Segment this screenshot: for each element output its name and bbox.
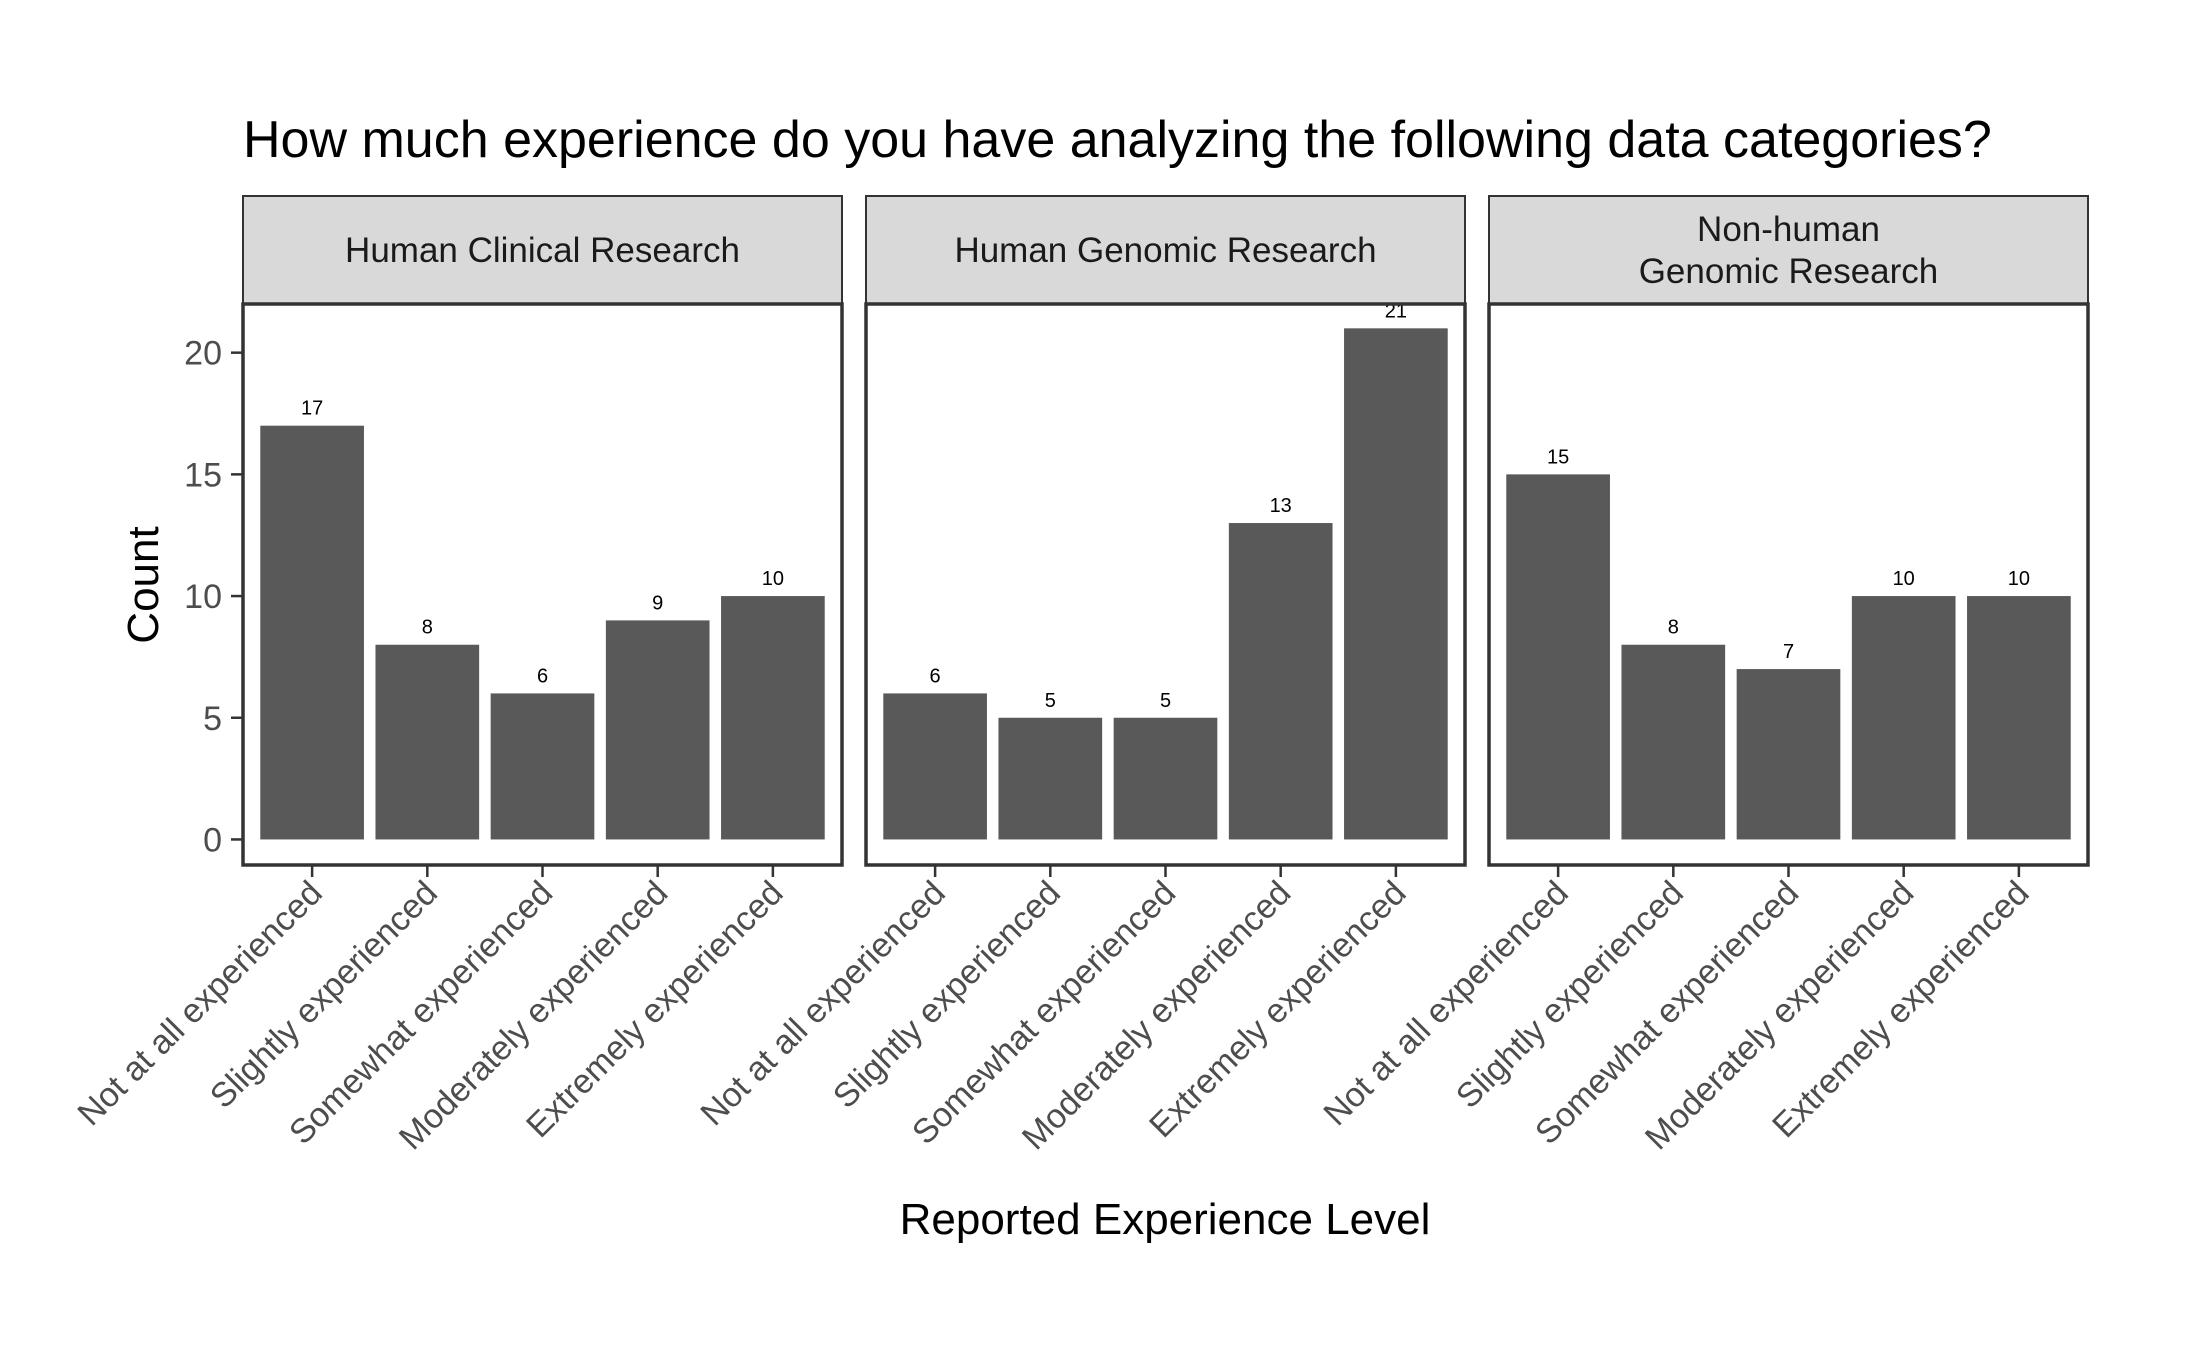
bar	[375, 644, 480, 840]
bar	[1506, 474, 1610, 840]
bar-value-label: 21	[1385, 300, 1407, 322]
bar	[1621, 644, 1726, 840]
bar	[721, 596, 825, 840]
bar	[490, 693, 595, 840]
facet-strip-label: Human Clinical Research	[345, 231, 740, 270]
facet-strip	[1488, 195, 2089, 305]
facet-strip	[242, 195, 843, 305]
facet-strip	[865, 195, 1466, 305]
y-tick-label: 0	[203, 821, 222, 859]
bar	[605, 620, 710, 840]
y-tick-label: 5	[203, 700, 222, 738]
bar-value-label: 10	[762, 568, 784, 590]
bar	[1113, 717, 1218, 840]
bar-value-label: 7	[1783, 641, 1794, 663]
facet-strip-label: Genomic Research	[1639, 252, 1939, 291]
x-tick-label: Slightly experienced	[826, 874, 1068, 1116]
x-tick-label: Slightly experienced	[1449, 874, 1691, 1116]
bar-value-label: 8	[422, 617, 433, 639]
bar	[260, 425, 364, 840]
y-axis: 0 5 10 15 20	[184, 335, 243, 859]
bar	[998, 717, 1103, 840]
bar	[1344, 328, 1448, 840]
bar	[1967, 596, 2071, 840]
bar-value-label: 9	[652, 592, 663, 614]
y-tick-label: 15	[184, 456, 222, 494]
x-tick-label: Slightly experienced	[203, 874, 445, 1116]
bar	[1228, 523, 1333, 840]
bar-value-label: 6	[537, 665, 548, 687]
bar	[1736, 669, 1841, 840]
bar-value-label: 17	[301, 398, 323, 420]
bar-value-label: 15	[1547, 446, 1569, 468]
y-tick-label: 20	[184, 335, 222, 373]
chart-title: How much experience do you have analyzin…	[243, 111, 1992, 169]
y-axis-title: Count	[119, 526, 168, 643]
bar	[1851, 596, 1956, 840]
facet-strip-label: Human Genomic Research	[954, 231, 1376, 270]
bar-value-label: 10	[2008, 568, 2030, 590]
bar-value-label: 6	[930, 665, 941, 687]
bar-value-label: 8	[1668, 617, 1679, 639]
x-axis-title: Reported Experience Level	[900, 1195, 1431, 1244]
bar-value-label: 5	[1045, 690, 1056, 712]
bar	[883, 693, 987, 840]
bar-value-label: 13	[1270, 495, 1292, 517]
bar-value-label: 5	[1160, 690, 1171, 712]
y-tick-label: 10	[184, 578, 222, 616]
facet-strip-label: Non-human	[1697, 210, 1880, 249]
bar-value-label: 10	[1893, 568, 1915, 590]
